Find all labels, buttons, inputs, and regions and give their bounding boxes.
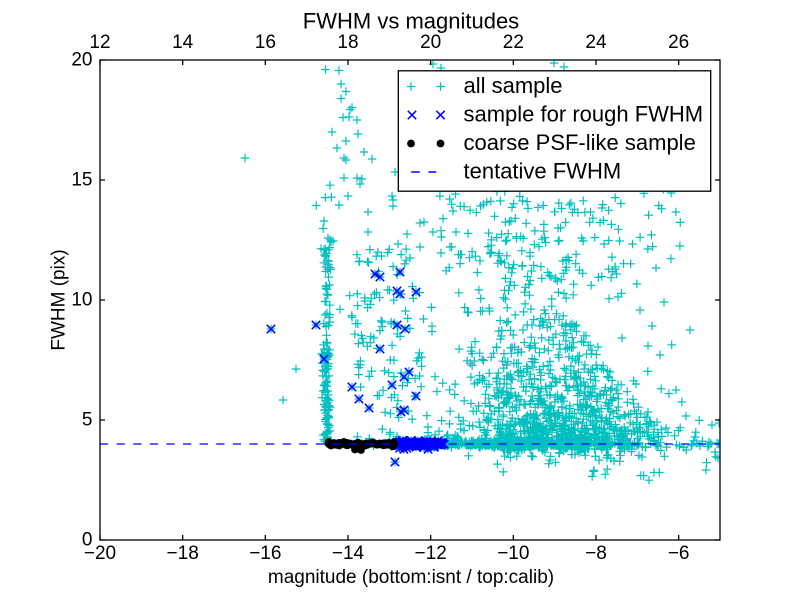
svg-text:14: 14 [172, 32, 194, 53]
svg-text:−14: −14 [332, 543, 365, 564]
svg-text:−12: −12 [415, 543, 447, 564]
svg-text:20: 20 [71, 50, 92, 71]
svg-text:FWHM (pix): FWHM (pix) [49, 249, 70, 350]
svg-text:24: 24 [585, 32, 607, 53]
svg-text:−6: −6 [668, 543, 690, 564]
svg-text:−18: −18 [167, 543, 199, 564]
svg-text:FWHM vs magnitudes: FWHM vs magnitudes [303, 9, 519, 34]
svg-text:coarse PSF-like sample: coarse PSF-like sample [464, 130, 696, 155]
svg-text:18: 18 [337, 32, 358, 53]
svg-text:26: 26 [668, 32, 689, 53]
svg-text:12: 12 [89, 32, 110, 53]
svg-text:22: 22 [503, 32, 524, 53]
svg-text:15: 15 [71, 170, 92, 191]
svg-text:16: 16 [255, 32, 276, 53]
svg-text:magnitude (bottom:isnt / top:c: magnitude (bottom:isnt / top:calib) [268, 567, 554, 588]
svg-text:−10: −10 [497, 543, 529, 564]
svg-text:sample for rough FWHM: sample for rough FWHM [464, 102, 704, 127]
svg-text:0: 0 [82, 530, 93, 551]
svg-text:tentative FWHM: tentative FWHM [464, 159, 622, 184]
svg-text:all sample: all sample [464, 73, 563, 98]
svg-text:10: 10 [71, 290, 92, 311]
svg-text:−8: −8 [585, 543, 607, 564]
svg-text:−20: −20 [84, 543, 116, 564]
svg-text:−16: −16 [249, 543, 281, 564]
svg-text:20: 20 [420, 32, 441, 53]
svg-text:5: 5 [82, 410, 93, 431]
